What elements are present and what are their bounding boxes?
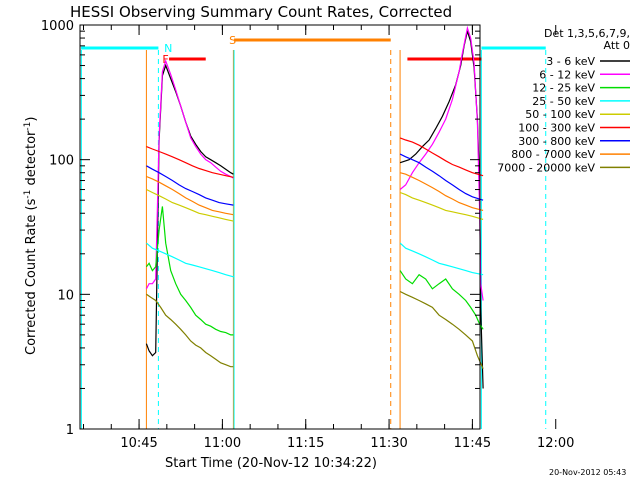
flag-label-s: S: [229, 34, 236, 47]
legend-header-line: Det 1,3,5,6,7,9,: [544, 27, 630, 40]
plot-area: FNS: [80, 25, 547, 429]
series-line: [399, 28, 484, 389]
series-line: [146, 165, 234, 206]
series-line: [399, 172, 484, 211]
legend-entry-label: 800 - 7000 keV: [511, 148, 595, 161]
y-tick-label: 100: [49, 154, 74, 169]
series-line: [399, 191, 484, 220]
legend-entry-label: 6 - 12 keV: [539, 68, 595, 81]
legend-entry-label: 100 - 300 keV: [518, 122, 595, 135]
legend-entry-label: 7000 - 20000 keV: [497, 161, 595, 174]
y-tick-label: 1000: [41, 19, 74, 34]
x-tick-label: 11:00: [204, 436, 241, 451]
series-line: [145, 59, 234, 290]
series-line: [145, 206, 234, 336]
series-line: [146, 188, 234, 222]
legend-entry-label: 300 - 800 keV: [518, 135, 595, 148]
x-tick-label: 12:00: [537, 436, 574, 451]
series-line: [399, 270, 484, 330]
axis-ticks: 1 10 100 1000 10:45 11:00 11:15 11:30 11:45 12:00: [41, 19, 575, 451]
series-line: [146, 242, 234, 278]
x-tick-label: 10:45: [120, 436, 157, 451]
legend-entry-label: 50 - 100 keV: [525, 108, 595, 121]
x-axis-label: Start Time (20-Nov-12 10:34:22): [165, 456, 377, 471]
y-tick-label: 10: [57, 288, 74, 303]
series-line: [399, 153, 484, 201]
x-tick-label: 11:15: [287, 436, 324, 451]
y-tick-label: 1: [66, 423, 74, 438]
series-line: [399, 290, 484, 370]
series-line: [399, 242, 484, 276]
series-line: [146, 146, 234, 178]
flag-label-n: N: [164, 42, 172, 55]
legend-entry-label: 3 - 6 keV: [546, 55, 595, 68]
legend-header-line: Att 0: [604, 39, 630, 52]
x-tick-label: 11:30: [370, 436, 407, 451]
series-line: [146, 293, 234, 368]
y-axis-label: Corrected Count Rate (s-1 detector-1): [23, 117, 39, 355]
series-line: [145, 63, 234, 357]
legend-entry-label: 25 - 50 keV: [532, 95, 595, 108]
legend-entry-label: 12 - 25 keV: [532, 82, 595, 95]
chart-title: HESSI Observing Summary Count Rates, Cor…: [70, 3, 452, 21]
plot-frame: [79, 24, 481, 430]
timestamp: 20-Nov-2012 05:43: [549, 468, 626, 477]
x-tick-label: 11:45: [454, 436, 491, 451]
series-line: [399, 25, 484, 301]
series-line: [146, 175, 234, 216]
series-line: [399, 137, 484, 177]
